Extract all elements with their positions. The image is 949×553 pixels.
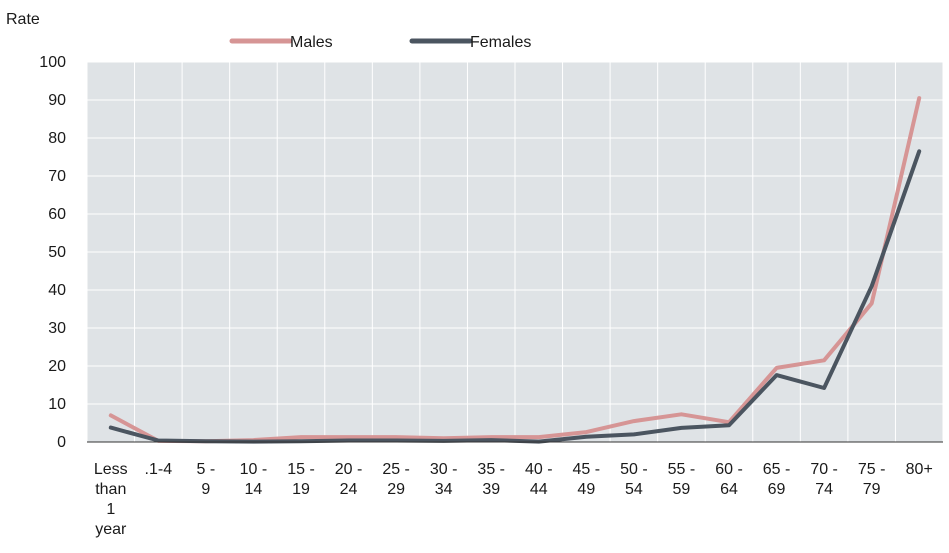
y-tick-label: 70 [48,168,66,185]
y-tick-label: 50 [48,244,66,261]
x-tick-label-line: 59 [673,481,691,498]
x-tick-label-line: 24 [340,481,358,498]
x-tick-label-line: 20 - [335,461,363,478]
x-tick-label-line: 54 [625,481,643,498]
x-tick-label: 80+ [906,461,933,478]
y-tick-label: 60 [48,206,66,223]
x-tick-label: 45 - 49 [573,461,601,498]
legend-item-females: Females [409,34,531,51]
x-tick-label-line: 40 - [525,461,553,478]
x-tick-label-line: 34 [435,481,453,498]
x-tick-label-line: 60 - [715,461,743,478]
x-tick-label-line: 14 [245,481,263,498]
legend: Males Females [229,34,531,51]
x-tick-label-line: 15 - [287,461,315,478]
x-tick-label-line: 19 [292,481,310,498]
x-tick-label-line: 70 - [810,461,838,478]
x-tick-label-line: 75 - [858,461,886,478]
x-tick-label-line: 50 - [620,461,648,478]
x-tick-label-line: 5 - [197,461,216,478]
y-tick-label: 10 [48,396,66,413]
y-tick-label: 40 [48,282,66,299]
y-tick-label: 90 [48,92,66,109]
y-axis-label: Rate [6,11,40,28]
x-tick-label: 20 - 24 [335,461,363,498]
x-tick-label: 10 - 14 [240,461,268,498]
legend-item-males: Males [229,34,333,51]
x-tick-label-line: 30 - [430,461,458,478]
x-tick-label: Less than 1 year [94,461,128,538]
x-tick-label: 60 - 64 [715,461,743,498]
x-tick-label-line: 79 [863,481,881,498]
x-tick-label-line: 64 [720,481,738,498]
x-tick-label-line: Less [94,461,128,478]
x-tick-label: 30 - 34 [430,461,458,498]
legend-label-males: Males [290,34,333,51]
x-tick-label-line: .1-4 [145,461,173,478]
y-axis-ticks: 0 10 20 30 40 50 60 70 80 90 100 [39,54,66,451]
x-tick-label: 75 - 79 [858,461,886,498]
x-tick-label-line: 45 - [573,461,601,478]
x-tick-label-line: than [95,481,126,498]
x-tick-label-line: year [95,521,127,538]
x-tick-label-line: 55 - [668,461,696,478]
x-tick-label: 50 - 54 [620,461,648,498]
x-tick-label: 40 - 44 [525,461,553,498]
y-tick-label: 20 [48,358,66,375]
x-tick-label-line: 1 [106,501,115,518]
x-tick-label-line: 25 - [382,461,410,478]
y-tick-label: 100 [39,54,66,71]
x-tick-label-line: 69 [768,481,786,498]
x-tick-label-line: 39 [482,481,500,498]
x-tick-label: 25 - 29 [382,461,410,498]
x-tick-label-line: 65 - [763,461,791,478]
x-tick-label-line: 49 [577,481,595,498]
x-tick-label-line: 35 - [477,461,505,478]
y-tick-label: 80 [48,130,66,147]
x-tick-label: 65 - 69 [763,461,791,498]
x-tick-label: 15 - 19 [287,461,315,498]
x-tick-label-line: 9 [201,481,210,498]
y-tick-label: 30 [48,320,66,337]
x-tick-label-line: 44 [530,481,548,498]
x-tick-label: 35 - 39 [477,461,505,498]
x-tick-label-line: 29 [387,481,405,498]
y-tick-label: 0 [57,434,66,451]
x-tick-label: 70 - 74 [810,461,838,498]
x-tick-label: 5 -9 [197,461,216,498]
legend-label-females: Females [470,34,531,51]
x-tick-label: 55 - 59 [668,461,696,498]
x-tick-label-line: 10 - [240,461,268,478]
x-tick-label: .1-4 [145,461,173,478]
x-tick-label-line: 80+ [906,461,933,478]
grid [86,61,944,442]
x-tick-label-line: 74 [815,481,833,498]
